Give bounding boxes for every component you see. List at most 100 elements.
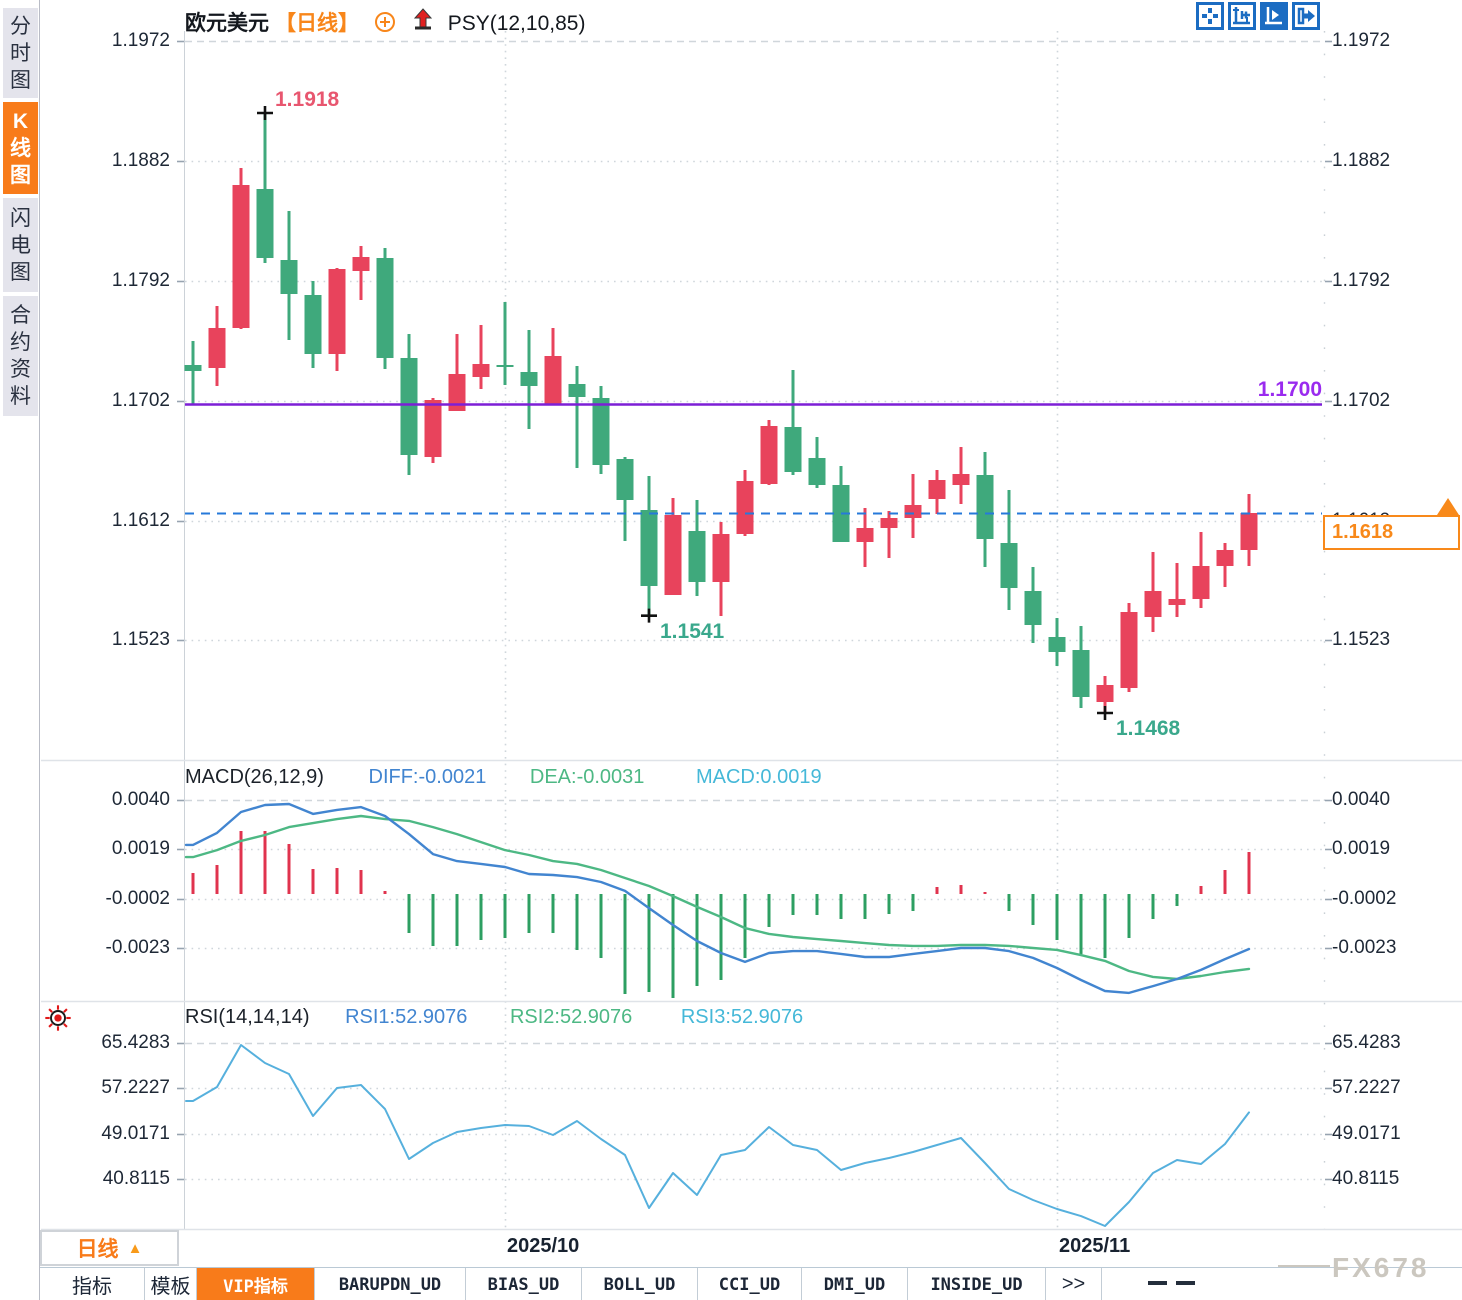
bottom-tab-dmi-ud[interactable]: DMI_UD bbox=[802, 1268, 908, 1300]
axis-fit-icon[interactable] bbox=[1228, 2, 1256, 30]
y-tick-label: 1.1702 bbox=[111, 390, 170, 411]
candle bbox=[1240, 493, 1258, 566]
candle bbox=[256, 113, 274, 263]
candle bbox=[736, 469, 754, 536]
candle bbox=[544, 327, 562, 405]
candle bbox=[1072, 625, 1090, 708]
bottom-tab-vip-[interactable]: VIP指标 bbox=[197, 1268, 315, 1300]
candle bbox=[280, 211, 298, 340]
axes-layer bbox=[41, 31, 1462, 1231]
candle bbox=[640, 475, 658, 616]
indicator-tab-bar: 指标 模板 VIP指标 BARUPDN_UD BIAS_UD BOLL_UD CCI_UD D… bbox=[40, 1267, 1462, 1300]
purple-line-label: 1.1700 bbox=[1257, 377, 1322, 401]
y-tick-label: 65.4283 bbox=[101, 1032, 170, 1053]
candle bbox=[1216, 543, 1234, 587]
price-up-triangle-icon bbox=[1437, 497, 1459, 515]
bottom-tab-boll-ud[interactable]: BOLL_UD bbox=[582, 1268, 698, 1300]
sidebar-tab-contract-info[interactable]: 合约资料 bbox=[3, 296, 38, 416]
overlay-indicator-label: PSY(12,10,85) bbox=[447, 12, 586, 35]
y-tick-label: 57.2227 bbox=[1332, 1077, 1401, 1099]
candle bbox=[712, 521, 730, 616]
bottom-tab-barupdn-ud[interactable]: BARUPDN_UD bbox=[315, 1268, 466, 1300]
y-tick-label: 1.1972 bbox=[111, 30, 170, 51]
crosshair-icon[interactable] bbox=[1196, 2, 1224, 30]
price-annotation-low: 1.1541 bbox=[660, 619, 725, 643]
bottom-tab-templates[interactable]: 模板 bbox=[145, 1268, 197, 1300]
bottom-tab-bias-ud[interactable]: BIAS_UD bbox=[466, 1268, 582, 1300]
candle bbox=[424, 397, 442, 463]
y-tick-label: 1.1792 bbox=[111, 270, 170, 291]
price-panel-title: 欧元美元 【日线】 PSY(12,10,85) bbox=[185, 7, 585, 37]
rsi-line bbox=[185, 1044, 1250, 1227]
candle bbox=[856, 507, 874, 567]
candle bbox=[328, 267, 346, 371]
candle bbox=[592, 385, 610, 474]
bottom-tab-cci-ud[interactable]: CCI_UD bbox=[698, 1268, 802, 1300]
macd-layer bbox=[184, 802, 1251, 999]
candle bbox=[496, 301, 514, 385]
axis-scale-icon[interactable] bbox=[1260, 2, 1288, 30]
rsi-name: RSI(14,14,14) bbox=[185, 1006, 310, 1028]
candle bbox=[208, 305, 226, 386]
y-tick-label: 0.0019 bbox=[111, 838, 170, 860]
y-tick-label: -0.0002 bbox=[1332, 887, 1397, 909]
y-tick-label: 0.0019 bbox=[1332, 838, 1391, 860]
macd-name: MACD(26,12,9) bbox=[185, 766, 324, 788]
candle bbox=[568, 365, 586, 468]
bottom-tab--[interactable]: >> bbox=[1046, 1268, 1102, 1300]
candle bbox=[664, 497, 682, 595]
candle bbox=[808, 437, 826, 488]
y-tick-label: 0.0040 bbox=[1332, 789, 1391, 811]
period-label: 日线 bbox=[76, 1238, 119, 1261]
candle bbox=[1168, 563, 1186, 617]
sidebar-tab-label: 闪电图 bbox=[10, 206, 31, 284]
candle bbox=[904, 473, 922, 538]
gridlines-layer bbox=[185, 31, 1322, 1229]
candle bbox=[760, 419, 778, 485]
y-tick-label: 1.1523 bbox=[111, 628, 170, 650]
candle bbox=[352, 245, 370, 300]
red-up-arrow-icon[interactable] bbox=[411, 8, 435, 34]
sidebar-tab-flash-chart[interactable]: 闪电图 bbox=[3, 198, 38, 292]
candle bbox=[1096, 675, 1114, 713]
macd-dea-readout: DEA:-0.0031 bbox=[529, 766, 645, 788]
candle bbox=[976, 451, 994, 567]
macd-diff-line bbox=[184, 802, 1251, 995]
candle bbox=[520, 329, 538, 429]
y-tick-label: 1.1702 bbox=[1332, 390, 1391, 411]
candle bbox=[1120, 603, 1138, 692]
y-tick-label: 57.2227 bbox=[101, 1077, 170, 1099]
x-axis-date-label: 2025/10 bbox=[507, 1235, 580, 1257]
period-selector-button[interactable]: 日线 ▲ bbox=[40, 1230, 179, 1266]
candle bbox=[616, 457, 634, 541]
bottom-tab-indicators[interactable]: 指标 bbox=[40, 1268, 145, 1300]
period-tag: 【日线】 bbox=[275, 12, 359, 35]
collapsed-tab-dashes bbox=[1148, 1272, 1208, 1285]
rsi-panel-title: RSI(14,14,14) RSI1:52.9076 RSI2:52.9076 … bbox=[185, 1006, 803, 1029]
macd-diff-readout: DIFF:-0.0021 bbox=[368, 766, 487, 788]
circle-plus-icon[interactable] bbox=[373, 10, 397, 34]
price-annotation-high: 1.1918 bbox=[275, 88, 340, 111]
candle bbox=[688, 499, 706, 596]
shift-right-icon[interactable] bbox=[1292, 2, 1320, 30]
triangle-up-icon: ▲ bbox=[127, 1239, 143, 1257]
candle bbox=[784, 369, 802, 475]
x-axis-date-label: 2025/11 bbox=[1059, 1235, 1131, 1257]
sidebar-tab-label: 合约资料 bbox=[10, 304, 31, 408]
y-tick-label: 1.1523 bbox=[1332, 628, 1391, 650]
y-tick-label: 1.1882 bbox=[111, 150, 170, 171]
symbol-name: 欧元美元 bbox=[185, 12, 269, 35]
bottom-tab-inside-ud[interactable]: INSIDE_UD bbox=[908, 1268, 1046, 1300]
rsi1-readout: RSI1:52.9076 bbox=[345, 1006, 468, 1028]
sun-marker-icon bbox=[45, 1005, 71, 1031]
annotations-layer bbox=[257, 106, 1113, 720]
sidebar-tab-time-chart[interactable]: 分时图 bbox=[3, 8, 38, 98]
y-tick-label: 0.0040 bbox=[111, 789, 170, 811]
candle bbox=[376, 247, 394, 369]
rsi-layer bbox=[185, 1044, 1250, 1227]
macd-macd-readout: MACD:0.0019 bbox=[695, 766, 822, 788]
